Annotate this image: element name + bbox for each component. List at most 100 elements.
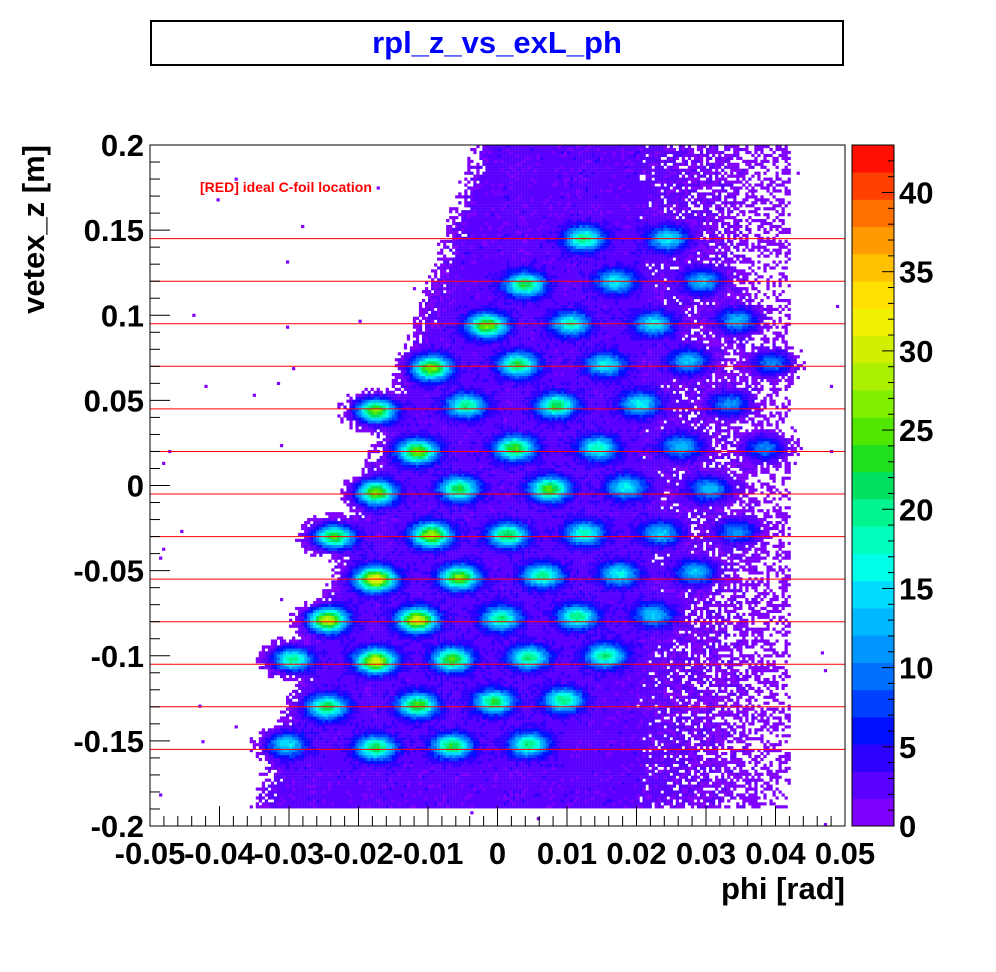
heatmap-cell (343, 743, 347, 747)
heatmap-cell (388, 586, 392, 590)
heatmap-cell (394, 435, 398, 439)
heatmap-cell (367, 589, 371, 593)
heatmap-cell (358, 476, 362, 480)
heatmap-cell (370, 550, 374, 554)
heatmap-cell (388, 760, 392, 765)
heatmap-cell (307, 654, 311, 658)
heatmap-cell (367, 411, 371, 415)
heatmap-cell (355, 571, 359, 575)
heatmap-cell (358, 704, 362, 708)
heatmap-cell (388, 642, 392, 646)
heatmap-cell (376, 633, 380, 637)
heatmap-cell (331, 763, 335, 767)
heatmap-cell (316, 757, 320, 762)
heatmap-cell (298, 713, 302, 717)
heatmap-cell (379, 467, 383, 471)
heatmap-cell (406, 352, 411, 356)
heatmap-cell (385, 751, 389, 756)
heatmap-cell (355, 589, 359, 593)
heatmap-cell (343, 612, 347, 616)
heatmap-cell (322, 722, 326, 726)
heatmap-cell (255, 660, 259, 664)
heatmap-cell (316, 609, 320, 614)
heatmap-cell (385, 716, 389, 720)
heatmap-cell (343, 763, 347, 767)
heatmap-cell (273, 796, 278, 800)
heatmap-cell (322, 737, 326, 741)
heatmap-cell (379, 408, 383, 412)
heatmap-cell (340, 420, 344, 424)
heatmap-cell (307, 766, 311, 770)
heatmap-cell (352, 698, 356, 702)
heatmap-cell (298, 624, 302, 628)
heatmap-cell (307, 796, 311, 800)
heatmap-cell (382, 476, 386, 480)
heatmap-cell (316, 772, 320, 776)
heatmap-cell (346, 574, 350, 578)
heatmap-cell (285, 784, 290, 788)
heatmap-cell (382, 746, 386, 750)
heatmap-cell (334, 760, 338, 765)
heatmap-cell (289, 725, 293, 729)
heatmap-cell (331, 775, 335, 779)
heatmap-cell (409, 553, 414, 557)
heatmap-cell (352, 609, 356, 614)
heatmap-cell (376, 692, 380, 696)
heatmap-cell (295, 683, 299, 688)
heatmap-cell (400, 375, 405, 380)
heatmap-cell (285, 672, 290, 676)
heatmap-cell (349, 716, 353, 720)
heatmap-cell (307, 686, 311, 690)
heatmap-cell (279, 751, 284, 756)
heatmap-cell (252, 743, 256, 747)
heatmap-cell (391, 728, 395, 732)
heatmap-cell (358, 482, 362, 486)
heatmap-cell (285, 734, 290, 738)
heatmap-cell (285, 778, 290, 782)
heatmap-cell (364, 580, 368, 584)
heatmap-cell (364, 526, 368, 531)
heatmap-cell (394, 672, 398, 676)
heatmap-cell (358, 405, 362, 409)
heatmap-cell (370, 538, 374, 542)
heatmap-cell (388, 645, 392, 649)
heatmap-cell (379, 574, 383, 578)
heatmap-cell (394, 778, 398, 782)
heatmap-cell (367, 654, 371, 658)
heatmap-cell (409, 784, 414, 788)
heatmap-cell (310, 778, 314, 782)
heatmap-cell (340, 746, 344, 750)
heatmap-cell (406, 636, 411, 640)
heatmap-cell (382, 482, 386, 486)
heatmap-cell (373, 568, 377, 572)
heatmap-cell (331, 603, 335, 608)
heatmap-cell (310, 535, 314, 539)
heatmap-cell (355, 695, 359, 699)
heatmap-cell (273, 746, 278, 750)
heatmap-cell (304, 740, 308, 744)
heatmap-cell (307, 639, 311, 643)
heatmap-cell (367, 737, 371, 741)
heatmap-cell (376, 600, 380, 605)
heatmap-cell (337, 583, 341, 587)
heatmap-cell (367, 390, 371, 394)
heatmap-cell (307, 722, 311, 726)
heatmap-cell (352, 618, 356, 622)
heatmap-cell (382, 790, 386, 794)
heatmap-cell (310, 642, 314, 646)
heatmap-cell (298, 790, 302, 794)
heatmap-cell (349, 722, 353, 726)
heatmap-cell (355, 598, 359, 602)
heatmap-cell (316, 743, 320, 747)
heatmap-cell (328, 725, 332, 729)
heatmap-cell (403, 657, 408, 661)
heatmap-cell (397, 805, 401, 809)
heatmap-cell (355, 559, 359, 563)
heatmap-cell (406, 432, 411, 436)
heatmap-cell (358, 654, 362, 658)
heatmap-cell (307, 802, 311, 806)
heatmap-cell (391, 390, 395, 394)
heatmap-cell (180, 529, 184, 534)
heatmap-cell (391, 556, 395, 560)
heatmap-cell (352, 559, 356, 563)
